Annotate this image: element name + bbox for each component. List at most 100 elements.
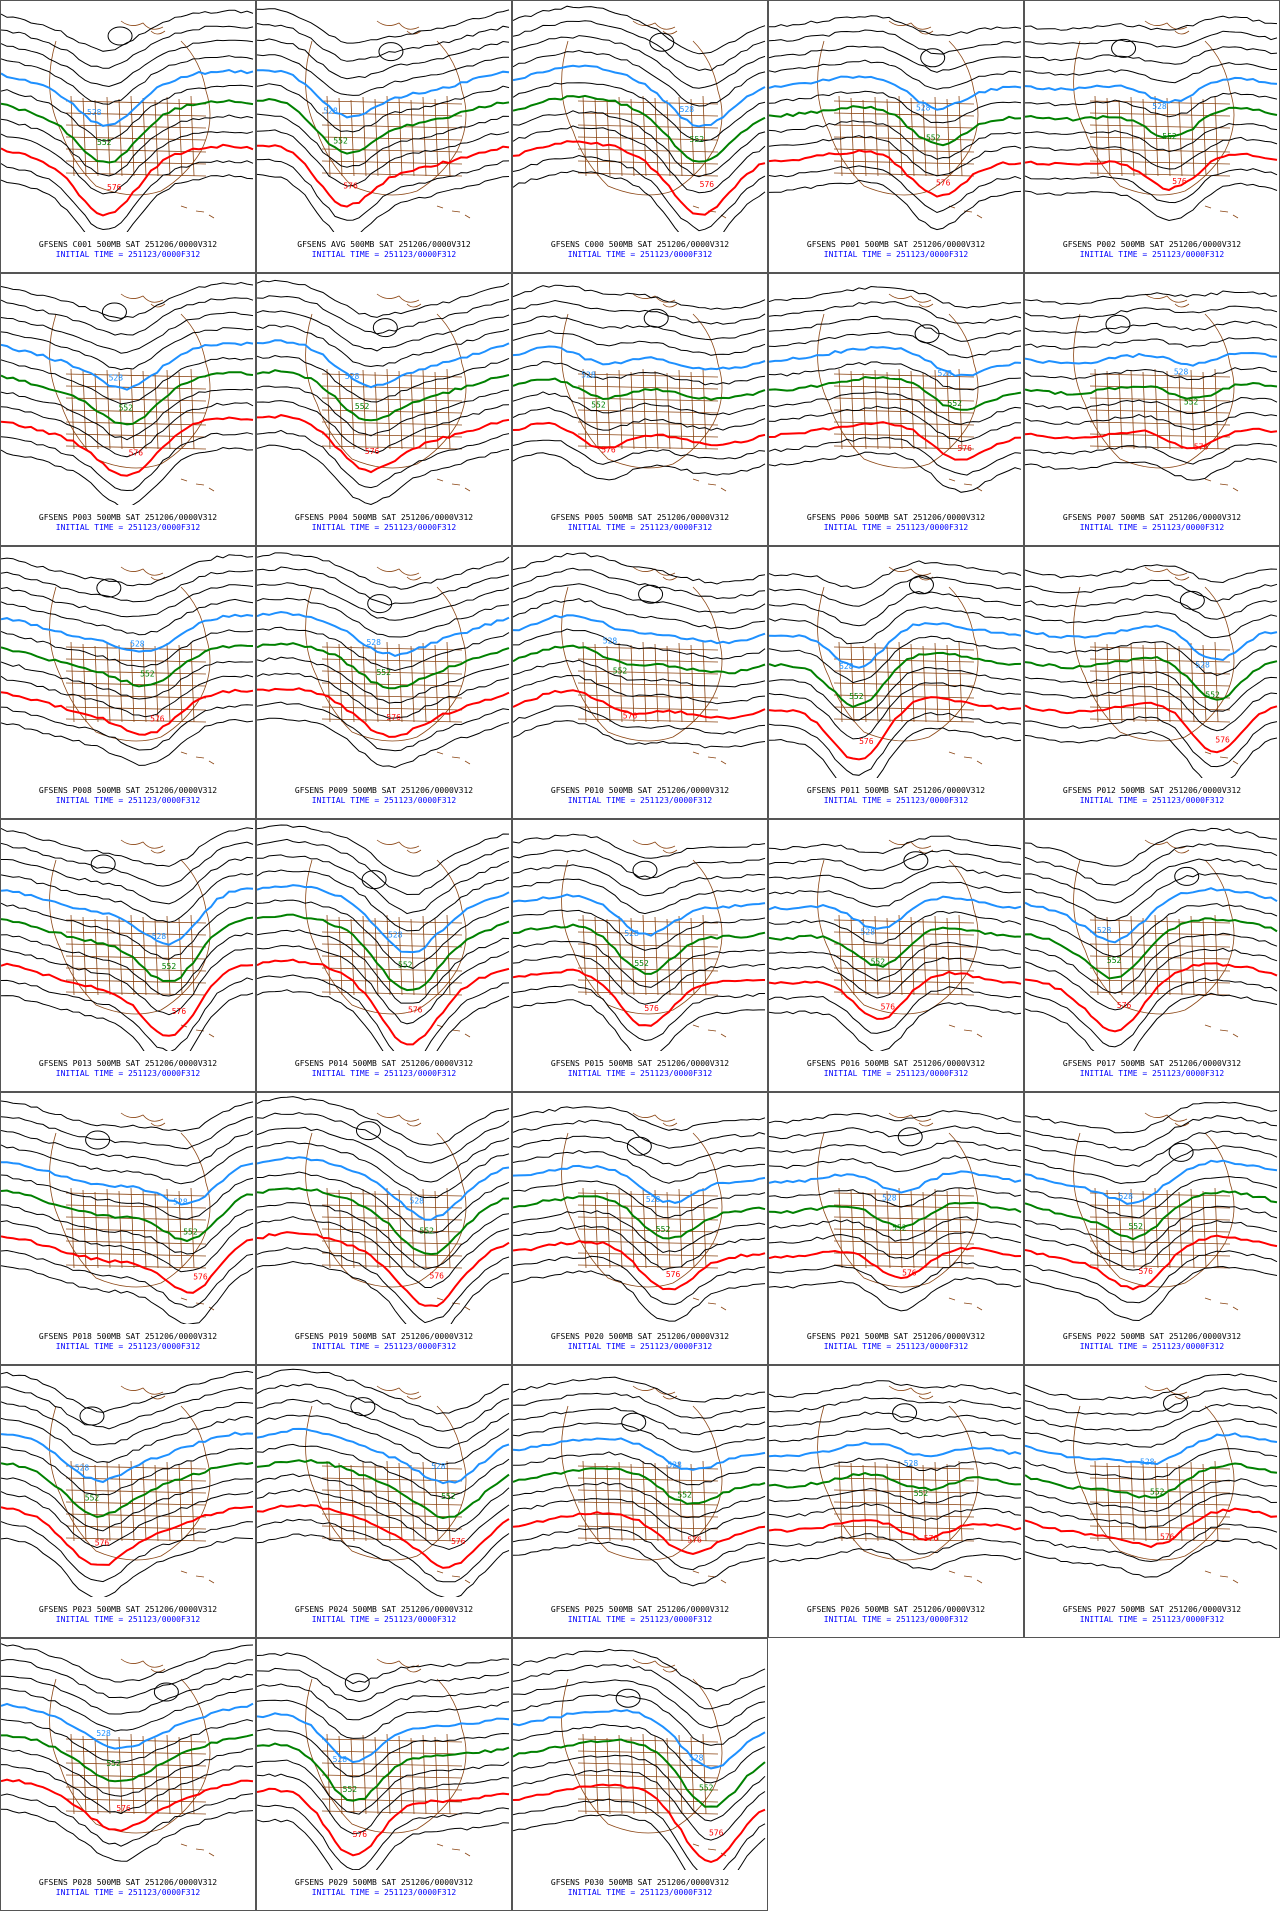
arctic-islands <box>888 1385 934 1400</box>
contour-576-label: 576 <box>623 711 638 720</box>
state-boundary <box>65 1738 207 1743</box>
state-boundary <box>1089 1525 1231 1530</box>
state-boundary <box>106 369 111 450</box>
contour-552-label: 552 <box>97 138 112 147</box>
map-panel-p015: 528 552 576 GFSENS P015 500MB SAT 251206/00… <box>512 819 768 1092</box>
map-panel-c001: 528 552 576 GFSENS C001 500MB SAT 251206/00… <box>0 0 256 273</box>
state-boundary <box>321 148 463 153</box>
contour-576-label: 576 <box>430 1271 445 1280</box>
contour-552-label: 552 <box>892 1223 907 1232</box>
state-boundary <box>1089 1465 1231 1470</box>
contour-line <box>257 672 510 719</box>
initial-time-caption: INITIAL TIME = 251123/0000F312 <box>55 1615 201 1624</box>
contour-line <box>513 849 766 879</box>
state-boundary <box>65 967 207 972</box>
state-boundary <box>1190 915 1195 996</box>
contour-line <box>769 135 1022 177</box>
state-boundary <box>1094 95 1099 177</box>
contour-line <box>1 718 254 766</box>
contour-line <box>769 437 1022 476</box>
state-boundary <box>410 99 415 177</box>
state-boundary <box>618 369 623 450</box>
state-boundary <box>362 1734 367 1815</box>
state-boundary <box>833 670 975 675</box>
panel-title: GFSENS P004 500MB SAT 251206/0000V312 <box>294 513 474 522</box>
contour-line <box>1025 671 1278 712</box>
coastline <box>305 1678 467 1834</box>
caribbean-islands <box>1204 1024 1239 1038</box>
state-boundary <box>833 694 975 699</box>
state-boundary <box>1089 421 1231 426</box>
contour-line <box>257 83 510 133</box>
contour-line <box>1025 396 1278 414</box>
contour-line <box>513 1180 766 1219</box>
contour-line <box>1025 992 1278 1051</box>
contour-528-line <box>1 887 254 946</box>
panel-title: GFSENS P017 500MB SAT 251206/0000V312 <box>1062 1059 1242 1068</box>
state-boundary <box>321 919 463 924</box>
state-boundary <box>838 641 843 723</box>
state-boundary <box>577 1264 719 1269</box>
map-panel-p014: 528 552 576 GFSENS P014 500MB SAT 251206/00… <box>256 819 512 1092</box>
coastline <box>817 586 979 742</box>
state-boundary <box>118 1463 123 1542</box>
contour-576-line <box>257 1504 510 1569</box>
state-boundary <box>886 644 891 723</box>
initial-time-caption: INITIAL TIME = 251123/0000F312 <box>1079 1615 1225 1624</box>
contour-line <box>1025 366 1278 381</box>
contour-line <box>1 554 254 587</box>
state-boundary <box>1190 369 1195 450</box>
contour-line <box>769 941 1022 982</box>
initial-time-caption: INITIAL TIME = 251123/0000F312 <box>1079 1342 1225 1351</box>
map-panel-p018: 528 552 576 GFSENS P018 500MB SAT 251206/00… <box>0 1092 256 1365</box>
height-contour-map: 528 552 576 <box>769 835 1022 1051</box>
height-contour-map: 528 552 576 <box>1 554 254 766</box>
contour-line <box>513 833 766 859</box>
state-boundary <box>1089 445 1231 450</box>
contour-552-line <box>257 369 510 422</box>
arctic-islands <box>1144 20 1190 35</box>
state-boundary <box>582 1460 587 1542</box>
closed-low-contour <box>101 302 127 322</box>
state-boundary <box>321 1252 463 1257</box>
geography-outline <box>561 1112 727 1311</box>
state-boundary <box>65 919 207 924</box>
contour-line <box>769 1187 1022 1208</box>
state-boundary <box>398 643 403 723</box>
height-contour-map: 528 552 576 <box>1025 290 1278 492</box>
contour-line <box>513 878 766 915</box>
geography-outline <box>305 1112 471 1311</box>
contour-line <box>1025 1448 1278 1480</box>
state-boundary <box>886 917 891 996</box>
panel-title: GFSENS C000 500MB SAT 251206/0000V312 <box>550 240 730 249</box>
state-boundary <box>833 373 975 378</box>
contour-line <box>1025 1265 1278 1322</box>
state-boundary <box>833 397 975 402</box>
state-boundary <box>630 371 635 450</box>
contour-line <box>769 682 1022 740</box>
contour-552-line <box>513 1738 766 1808</box>
contour-line <box>1 131 254 195</box>
contour-line <box>1 1718 254 1763</box>
contour-line <box>1025 564 1278 584</box>
state-boundary <box>833 718 975 723</box>
map-panel-c000: 528 552 576 GFSENS C000 500MB SAT 251206/00… <box>512 0 768 273</box>
contour-line <box>513 999 765 1051</box>
contour-528-label: 528 <box>916 103 931 112</box>
state-boundary <box>1154 1460 1159 1542</box>
state-boundary <box>386 95 391 177</box>
state-boundary <box>166 642 171 723</box>
state-boundary <box>577 421 719 426</box>
height-contour-map: 528 552 576 <box>1025 1101 1278 1322</box>
state-boundary <box>577 112 719 117</box>
state-boundary <box>1178 99 1183 177</box>
contour-line <box>1025 442 1278 465</box>
state-boundary <box>1142 644 1147 723</box>
coastline <box>49 1132 211 1288</box>
contour-line <box>1 1386 254 1430</box>
panel-title: GFSENS P005 500MB SAT 251206/0000V312 <box>550 513 730 522</box>
contour-line <box>257 1216 510 1288</box>
contour-528-line <box>769 345 1022 377</box>
contour-552-line <box>1 1461 254 1519</box>
state-boundary <box>1190 1461 1195 1542</box>
